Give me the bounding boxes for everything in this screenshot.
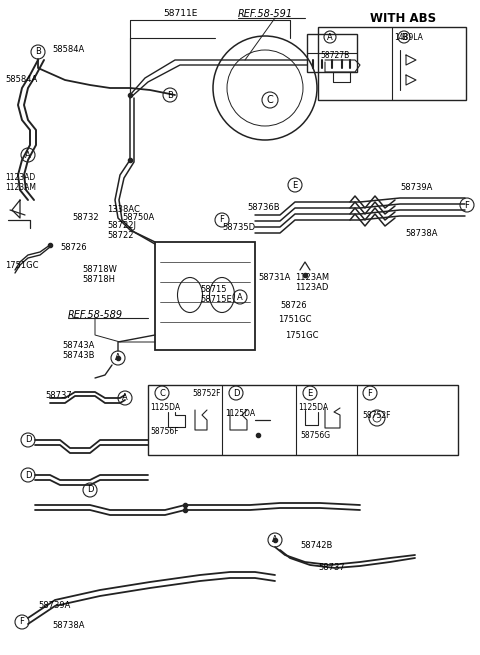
Text: D: D	[25, 470, 31, 479]
Text: 58737: 58737	[318, 563, 345, 572]
Text: 1751GC: 1751GC	[5, 261, 38, 269]
Text: 1125DA: 1125DA	[298, 403, 328, 413]
Text: 58756G: 58756G	[300, 430, 330, 440]
Text: 1125DA: 1125DA	[225, 409, 255, 417]
Text: 58711E: 58711E	[163, 10, 197, 18]
Text: D: D	[233, 388, 239, 398]
Text: F: F	[219, 215, 225, 225]
Text: A: A	[25, 151, 31, 160]
Text: 58752F: 58752F	[192, 388, 220, 398]
Text: 58739A: 58739A	[38, 601, 71, 610]
Text: WITH ABS: WITH ABS	[370, 12, 436, 24]
Text: 58715: 58715	[200, 286, 227, 295]
Text: 1489LA: 1489LA	[394, 33, 423, 43]
Text: REF.58-591: REF.58-591	[238, 9, 293, 19]
Text: A: A	[272, 536, 278, 544]
Text: 1123AD: 1123AD	[5, 174, 35, 183]
Text: 58743A: 58743A	[62, 341, 95, 350]
Text: 58738A: 58738A	[52, 620, 84, 629]
Text: C: C	[266, 95, 274, 105]
Text: 58732: 58732	[72, 214, 98, 223]
Text: 58731A: 58731A	[258, 274, 290, 282]
Text: B: B	[167, 90, 173, 100]
Text: A: A	[327, 33, 333, 41]
Text: D: D	[87, 485, 93, 495]
Text: 58742B: 58742B	[300, 540, 332, 550]
Text: D: D	[25, 436, 31, 445]
Text: F: F	[20, 618, 24, 626]
Text: 1123AM: 1123AM	[295, 274, 329, 282]
Text: E: E	[307, 388, 312, 398]
Text: C: C	[159, 388, 165, 398]
Bar	[155, 242, 255, 350]
Text: 58727B: 58727B	[320, 50, 349, 60]
Text: 58722J: 58722J	[107, 221, 136, 229]
Text: 1751GC: 1751GC	[285, 331, 319, 339]
Text: B: B	[35, 48, 41, 56]
Text: E: E	[292, 181, 298, 189]
Bar	[318, 27, 466, 100]
Text: 58735D: 58735D	[222, 223, 255, 233]
Text: 58715E: 58715E	[200, 295, 232, 305]
Text: 58737: 58737	[45, 390, 72, 400]
Text: 58752F: 58752F	[362, 411, 391, 419]
Text: 58743B: 58743B	[62, 350, 95, 360]
Text: F: F	[465, 200, 469, 210]
Text: 58726: 58726	[60, 242, 86, 252]
Text: 58722: 58722	[107, 231, 133, 240]
Text: B: B	[401, 33, 407, 41]
Text: F: F	[368, 388, 372, 398]
Text: 58739A: 58739A	[400, 183, 432, 193]
Text: A: A	[237, 293, 243, 301]
Text: 58584A: 58584A	[5, 75, 37, 84]
Text: 58738A: 58738A	[405, 229, 437, 238]
Text: 1751GC: 1751GC	[278, 316, 312, 324]
Text: REF.58-589: REF.58-589	[68, 310, 123, 320]
Text: 1338AC: 1338AC	[107, 206, 140, 214]
Text: A: A	[122, 394, 128, 403]
Text: A: A	[115, 354, 121, 362]
Text: 58718H: 58718H	[82, 276, 115, 284]
Text: 58750A: 58750A	[122, 214, 154, 223]
Bar	[307, 34, 357, 72]
Bar	[148, 385, 458, 455]
Text: 58726: 58726	[280, 301, 307, 310]
Text: 58736B: 58736B	[247, 204, 280, 212]
Text: 58718W: 58718W	[82, 265, 117, 274]
Text: 1125DA: 1125DA	[150, 403, 180, 413]
Text: 58756F: 58756F	[150, 428, 179, 436]
Text: 1123AD: 1123AD	[295, 284, 328, 293]
Text: 58584A: 58584A	[52, 45, 84, 54]
Text: 1123AM: 1123AM	[5, 183, 36, 193]
